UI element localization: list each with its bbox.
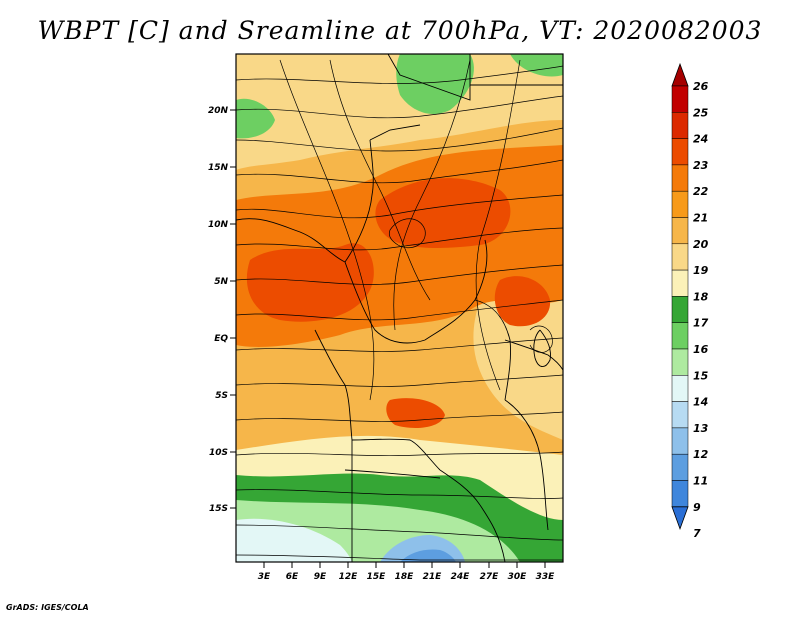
- fill-23-south: [386, 398, 445, 428]
- colorbar-swatch: [671, 427, 689, 455]
- grads-credit: GrADS: IGES/COLA: [6, 603, 89, 612]
- lat-label: 20N: [208, 106, 229, 116]
- lat-label: 5N: [214, 277, 228, 287]
- lon-label: 6E: [286, 572, 299, 582]
- colorbar-swatch: [671, 269, 689, 297]
- colorbar-label: 26: [693, 80, 709, 93]
- fill-23-core-east: [494, 276, 551, 327]
- colorbar-swatch: [671, 243, 689, 271]
- colorbar-label: 14: [693, 396, 708, 409]
- colorbar-label: 12: [693, 448, 709, 461]
- colorbar-label: 18: [693, 290, 709, 303]
- colorbar-label: 24: [693, 133, 708, 146]
- colorbar-label: 9: [693, 501, 701, 514]
- colorbar-label: 21: [693, 212, 708, 225]
- lon-label: 30E: [508, 572, 528, 582]
- map-area: [236, 54, 563, 562]
- colorbar-label: 17: [693, 317, 709, 330]
- lon-label: 27E: [480, 572, 500, 582]
- colorbar-label: 23: [693, 159, 709, 172]
- lon-labels: 3E 6E 9E 12E 15E 18E 21E 24E 27E 30E 33E: [258, 572, 555, 582]
- lat-label: 5S: [215, 391, 228, 401]
- lat-label: 10S: [209, 448, 228, 458]
- lon-label: 33E: [536, 572, 556, 582]
- fill-19-north: [236, 54, 563, 170]
- colorbar-swatch: [671, 322, 689, 350]
- fill-23-core-west: [246, 243, 374, 322]
- lon-label: 18E: [395, 572, 415, 582]
- lat-ticks: [230, 109, 236, 509]
- fill-green-north: [396, 54, 474, 115]
- fill-green-northwest: [236, 98, 275, 139]
- lat-label: 10N: [208, 220, 229, 230]
- lat-label: 15N: [208, 163, 229, 173]
- colorbar-swatch: [671, 453, 689, 481]
- colorbar-label: 13: [693, 422, 709, 435]
- colorbar-swatch: [671, 138, 689, 166]
- lon-label: 3E: [258, 572, 271, 582]
- colorbar-bottom-arrow: [671, 506, 689, 530]
- colorbar: 26 25 24 23 22 21 20 19 18 17 16 15 14 13 12 11 9 7: [671, 62, 709, 540]
- colorbar-swatch: [671, 190, 689, 218]
- colorbar-label: 7: [693, 527, 701, 540]
- colorbar-label: 15: [693, 369, 709, 382]
- fill-blue-dark-south: [400, 549, 456, 562]
- colorbar-swatch: [671, 85, 689, 113]
- colorbar-label: 22: [693, 185, 709, 198]
- lat-labels: 20N 15N 10N 5N EQ 5S 10S 15S: [208, 106, 229, 514]
- colorbar-top-arrow: [671, 62, 689, 87]
- colorbar-swatch: [671, 296, 689, 323]
- colorbar-swatch: [671, 401, 689, 429]
- colorbar-label: 19: [693, 264, 709, 277]
- colorbar-swatch: [671, 480, 689, 508]
- lat-label: EQ: [214, 334, 228, 344]
- streamlines: [236, 59, 563, 561]
- lat-label: 15S: [209, 504, 228, 514]
- fill-23-core-center: [375, 178, 511, 248]
- country-borders: [236, 54, 563, 562]
- lon-label: 21E: [423, 572, 443, 582]
- lon-label: 24E: [451, 572, 471, 582]
- lon-ticks: [263, 562, 546, 568]
- colorbar-label: 11: [693, 475, 708, 488]
- map-frame: [235, 53, 564, 563]
- lon-label: 12E: [339, 572, 359, 582]
- colorbar-label: 25: [693, 106, 709, 119]
- lon-label: 15E: [367, 572, 387, 582]
- colorbar-label: 20: [693, 238, 709, 251]
- fill-cyan-sw: [236, 518, 352, 562]
- map-title: WBPT [C] and Sreamline at 700hPa, VT: 20…: [37, 16, 763, 45]
- lon-label: 9E: [314, 572, 327, 582]
- colorbar-swatch: [671, 112, 689, 139]
- fill-green-ne: [510, 54, 563, 77]
- colorbar-swatch: [671, 164, 689, 192]
- colorbar-label: 16: [693, 343, 709, 356]
- colorbar-swatch: [671, 348, 689, 376]
- colorbar-swatch: [671, 217, 689, 245]
- colorbar-swatch: [671, 375, 689, 402]
